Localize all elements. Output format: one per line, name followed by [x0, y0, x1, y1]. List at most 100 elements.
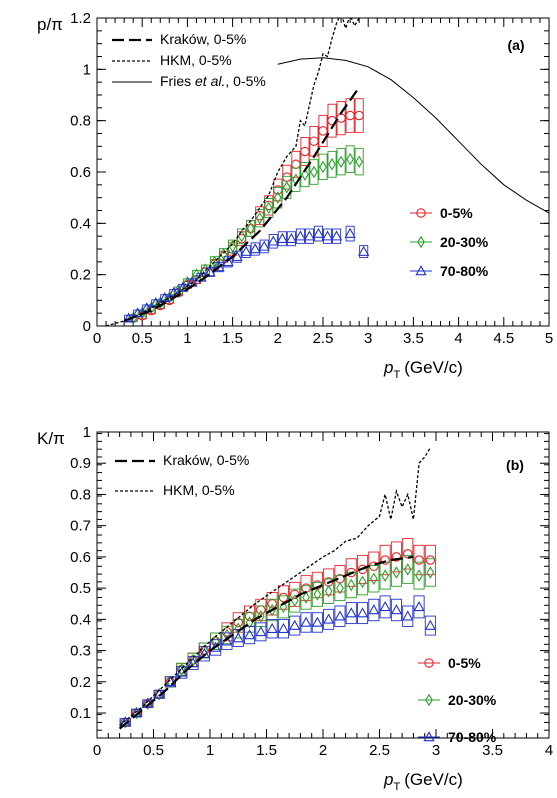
data-point [334, 610, 346, 621]
legend-marker [416, 208, 426, 218]
sys-box [345, 98, 355, 133]
data-point [391, 552, 402, 562]
data-point [291, 159, 301, 170]
data-point [255, 626, 267, 637]
sys-box [323, 578, 335, 604]
data-point [244, 611, 255, 621]
sys-box [359, 245, 369, 258]
sys-box [336, 101, 346, 136]
x-tick-label: 3.5 [482, 742, 503, 759]
sys-box [244, 612, 256, 633]
sys-box [268, 234, 278, 249]
y-tick-label: 0.8 [70, 486, 91, 503]
x-axis-title-subscript: T [393, 781, 400, 793]
plot-area [118, 447, 436, 730]
sys-box [266, 598, 278, 622]
data-point [390, 604, 403, 615]
sys-box [250, 242, 260, 256]
sys-box [318, 153, 328, 181]
sys-box [304, 228, 314, 244]
y-tick-label: 0 [83, 318, 91, 335]
data-point [187, 657, 199, 668]
sys-box [277, 585, 289, 610]
sys-box [300, 585, 312, 610]
data-point [285, 232, 297, 243]
x-tick-label: 1 [206, 742, 214, 759]
sys-box [210, 639, 222, 656]
legend-series-label: 20-30% [440, 234, 489, 250]
data-point [204, 266, 216, 277]
sys-box [277, 619, 289, 639]
series-20-30% [128, 145, 364, 325]
series-70-80% [119, 595, 436, 727]
data-point [192, 268, 201, 281]
sys-box [295, 228, 305, 244]
data-point [300, 146, 310, 157]
data-point [344, 227, 356, 238]
data-point [336, 581, 344, 595]
data-point [354, 110, 364, 121]
x-axis-title-unit: (GeV/c) [404, 358, 463, 377]
data-point [346, 152, 354, 166]
data-point [324, 584, 333, 598]
x-tick-label: 1.5 [222, 330, 243, 347]
data-point [249, 243, 261, 254]
data-point [358, 575, 367, 589]
x-axis-title: pT (GeV/c) [383, 358, 463, 381]
x-tick-label: 4 [545, 742, 553, 759]
x-tick-label: 5 [545, 330, 553, 347]
data-point [243, 629, 256, 640]
x-tick-label: 3.5 [403, 330, 424, 347]
data-point [189, 653, 197, 667]
data-point [403, 563, 412, 576]
data-point [237, 229, 246, 243]
y-tick-label: 0.3 [70, 643, 91, 660]
model-curve [123, 86, 361, 322]
panel-label: (a) [507, 37, 524, 53]
legend-marker [417, 235, 425, 249]
x-tick-label: 3 [432, 742, 440, 759]
data-point [319, 160, 327, 174]
legend-label: Fries et al., 0-5% [160, 73, 266, 89]
data-point [258, 240, 270, 251]
sys-box [345, 145, 355, 173]
legend-label: HKM, 0-5% [160, 52, 232, 68]
sys-box [379, 544, 391, 576]
sys-box [354, 98, 364, 133]
x-axis-title: pT (GeV/c) [383, 770, 463, 793]
data-point [321, 230, 334, 241]
data-point [425, 555, 436, 565]
x-tick-label: 0 [93, 330, 101, 347]
y-axis-title: p/π [37, 15, 63, 34]
legend-label-part: , 0-5% [225, 73, 265, 89]
data-point [257, 609, 265, 623]
data-point [301, 168, 309, 181]
data-point [232, 632, 244, 643]
sys-box [241, 245, 251, 258]
y-tick-label: 0.4 [70, 611, 91, 628]
data-point [323, 613, 335, 624]
plot-area [105, 18, 549, 326]
data-point [337, 155, 345, 168]
sys-box [345, 602, 357, 625]
data-point [310, 165, 318, 179]
data-point [336, 113, 346, 123]
legend-label-part: Fries [160, 73, 195, 89]
sys-box [368, 565, 380, 593]
y-tick-label: 1 [83, 61, 91, 78]
legend-marker [423, 731, 435, 742]
y-tick-label: 1 [83, 424, 91, 441]
y-tick-label: 0.6 [70, 164, 91, 181]
data-point [183, 276, 192, 289]
data-point [347, 578, 356, 592]
data-point [222, 256, 234, 267]
data-point [150, 297, 162, 308]
data-point [402, 549, 413, 559]
x-tick-label: 1 [183, 330, 191, 347]
data-point [228, 240, 237, 253]
data-point [290, 594, 299, 607]
data-point [266, 622, 278, 633]
data-point [345, 110, 355, 121]
y-tick-label: 0.5 [70, 580, 91, 597]
sys-box [255, 209, 265, 228]
